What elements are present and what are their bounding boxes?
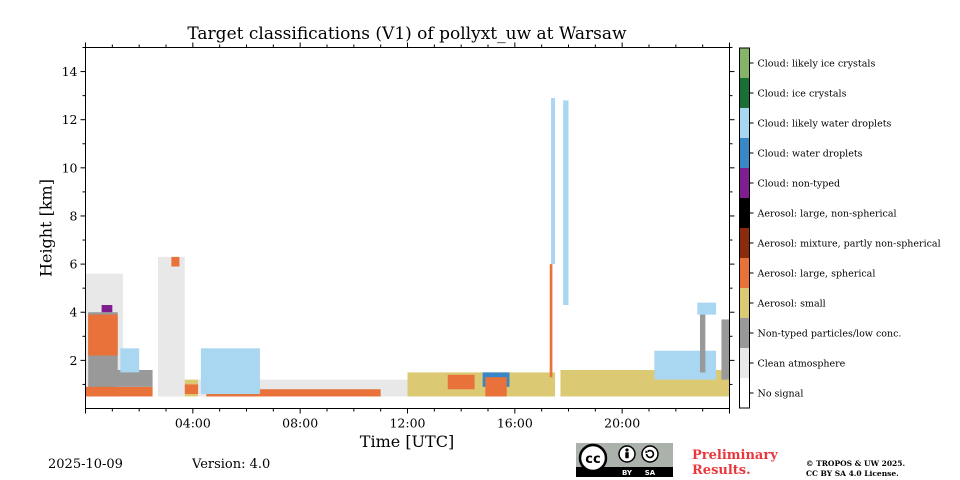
class-region-19 — [551, 98, 556, 265]
y-tick-label: 8 — [70, 208, 78, 223]
class-region-23 — [699, 309, 706, 373]
colorbar-label: No signal — [758, 389, 804, 400]
cc-by-label: BY — [622, 469, 633, 477]
class-region-20 — [563, 100, 569, 306]
x-axis: 04:00 08:00 12:00 16:00 20:00 — [85, 42, 730, 431]
plot-regions — [85, 98, 730, 397]
version-label: Version: 4.0 — [192, 457, 271, 472]
copyright-line-1: © TROPOS & UW 2025. — [806, 459, 906, 468]
class-region-14 — [407, 372, 556, 397]
y-tick-label: 4 — [70, 305, 78, 320]
colorbar-segment — [739, 108, 750, 138]
class-region-3 — [85, 386, 153, 397]
colorbar-segment — [739, 48, 750, 78]
copyright-line-2: CC BY SA 4.0 License. — [806, 469, 899, 478]
y-axis: 2 4 6 8 10 12 14 — [62, 47, 735, 385]
colorbar-segment — [739, 288, 750, 318]
colorbar-frame — [739, 47, 750, 409]
class-region-22 — [654, 350, 717, 380]
class-region-4 — [115, 369, 153, 387]
colorbar-label: Cloud: ice crystals — [758, 89, 847, 100]
colorbar-label: Aerosol: large, spherical — [757, 269, 876, 280]
y-tick-label: 12 — [62, 112, 78, 127]
colorbar-segment — [739, 138, 750, 168]
y-axis-label: Height [km] — [36, 179, 56, 277]
x-tick-label: 20:00 — [604, 416, 640, 431]
date-label: 2025-10-09 — [48, 457, 123, 472]
sa-icon — [641, 445, 659, 463]
x-tick-label: 12:00 — [389, 416, 425, 431]
colorbar-label: Cloud: likely water droplets — [758, 119, 892, 130]
chart-title: Target classifications (V1) of pollyxt_u… — [187, 24, 627, 44]
colorbar-segment — [739, 198, 750, 228]
y-tick-label: 6 — [70, 257, 78, 272]
colorbar-label: Cloud: likely ice crystals — [758, 59, 876, 70]
class-region-5 — [120, 348, 140, 373]
x-tick-label: 04:00 — [175, 416, 211, 431]
y-tick-label: 10 — [62, 160, 78, 175]
y-tick-label: 2 — [70, 353, 78, 368]
colorbar-segment — [739, 348, 750, 378]
class-region-17 — [485, 377, 507, 397]
x-axis-label: Time [UTC] — [359, 432, 455, 451]
colorbar-segment — [739, 228, 750, 258]
colorbar-label: Aerosol: mixture, partly non-spherical — [757, 239, 941, 250]
colorbar-segment — [739, 258, 750, 288]
class-region-2 — [88, 314, 118, 356]
class-region-25 — [721, 319, 730, 380]
class-region-18 — [549, 264, 553, 378]
colorbar-segment — [739, 318, 750, 348]
colorbar-label: Aerosol: small — [757, 299, 826, 310]
colorbar-label: Cloud: water droplets — [758, 149, 863, 160]
class-region-9 — [157, 256, 185, 397]
colorbar-segment — [739, 168, 750, 198]
y-tick-label: 14 — [62, 64, 78, 79]
class-region-6 — [101, 305, 113, 313]
cc-sa-label: SA — [645, 469, 656, 477]
colorbar: No signal Clean atmosphere Non-typed parti… — [739, 47, 941, 409]
cc-logo-text: cc — [585, 452, 600, 467]
colorbar-label: Cloud: non-typed — [758, 179, 841, 190]
colorbar-label: Clean atmosphere — [758, 359, 846, 370]
colorbar-label: Aerosol: large, non-spherical — [757, 209, 897, 220]
colorbar-segment — [739, 378, 750, 408]
class-region-24 — [697, 302, 717, 315]
copyright-note: © TROPOS & UW 2025. CC BY SA 4.0 License… — [806, 459, 905, 479]
class-region-15 — [447, 374, 475, 390]
colorbar-segment — [739, 78, 750, 108]
x-tick-label: 08:00 — [282, 416, 318, 431]
preliminary-results-note: Preliminary Results. — [692, 448, 778, 478]
cc-by-sa-badge: cc BY SA — [576, 443, 673, 477]
x-tick-label: 16:00 — [497, 416, 533, 431]
class-region-13 — [200, 348, 260, 395]
class-region-12 — [206, 389, 381, 397]
colorbar-label: Non-typed particles/low conc. — [758, 329, 902, 340]
class-region-10 — [171, 256, 180, 267]
